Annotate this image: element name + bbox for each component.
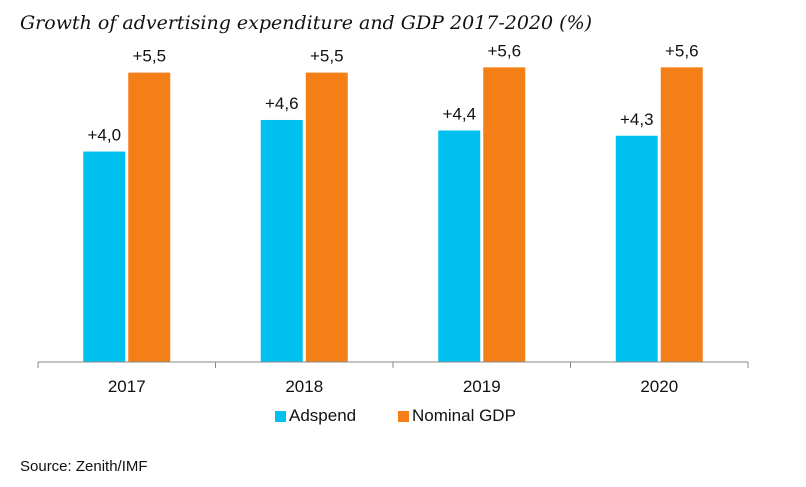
data-label: +4,6 bbox=[265, 94, 299, 113]
chart-title: Growth of advertising expenditure and GD… bbox=[20, 12, 593, 34]
data-label: +5,5 bbox=[132, 47, 166, 66]
data-label: +5,5 bbox=[310, 47, 344, 66]
bar-adspend-2019 bbox=[438, 130, 481, 362]
x-tick-label-2020: 2020 bbox=[640, 377, 678, 396]
bar-nominal-gdp-2020 bbox=[660, 67, 703, 362]
bars-group bbox=[83, 67, 703, 362]
data-label: +4,3 bbox=[620, 110, 654, 129]
x-tick-label-2018: 2018 bbox=[285, 377, 323, 396]
data-labels-group: +4,0 +5,5 +4,6 +5,5 +4,4 +5,6 +4,3 +5,6 bbox=[87, 41, 698, 144]
bar-nominal-gdp-2017 bbox=[128, 72, 171, 362]
bar-adspend-2017 bbox=[83, 151, 126, 362]
bar-nominal-gdp-2018 bbox=[305, 72, 348, 362]
x-tick-label-2019: 2019 bbox=[463, 377, 501, 396]
data-label: +4,0 bbox=[87, 126, 121, 145]
data-label: +5,6 bbox=[665, 41, 699, 60]
data-label: +5,6 bbox=[487, 41, 521, 60]
legend-swatch-adspend bbox=[275, 411, 286, 422]
data-label: +4,4 bbox=[442, 104, 476, 123]
legend: Adspend Nominal GDP bbox=[275, 406, 516, 425]
legend-label-adspend: Adspend bbox=[289, 406, 356, 425]
bar-adspend-2018 bbox=[260, 119, 303, 362]
bar-nominal-gdp-2019 bbox=[483, 67, 526, 362]
source-note: Source: Zenith/IMF bbox=[20, 458, 148, 475]
legend-swatch-nominal-gdp bbox=[398, 411, 409, 422]
x-tick-label-2017: 2017 bbox=[108, 377, 146, 396]
legend-label-nominal-gdp: Nominal GDP bbox=[412, 406, 516, 425]
bar-adspend-2020 bbox=[615, 135, 658, 362]
x-axis: 2017 2018 2019 2020 bbox=[37, 361, 749, 396]
